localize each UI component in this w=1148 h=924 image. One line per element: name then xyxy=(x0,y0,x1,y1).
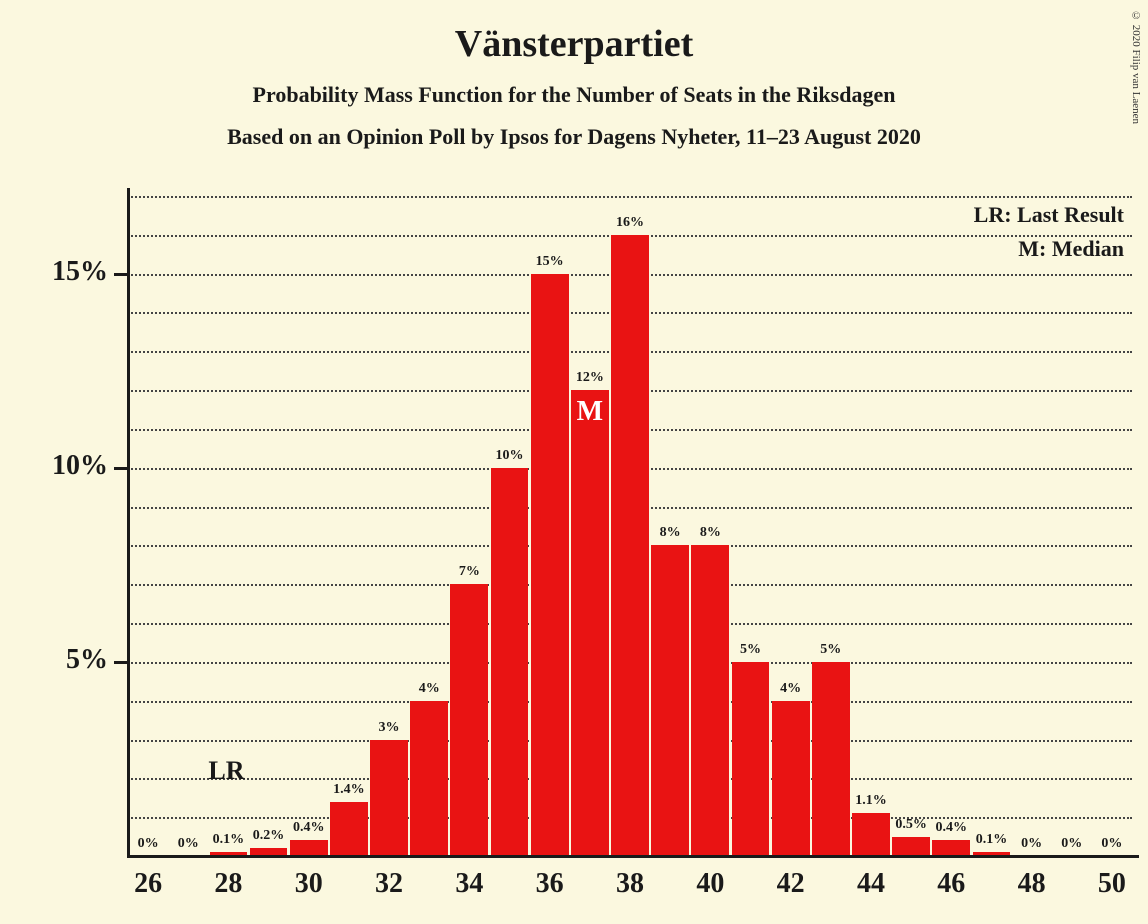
bar xyxy=(772,701,810,856)
bar-value-label: 3% xyxy=(365,720,413,736)
bar xyxy=(892,837,930,856)
chart-title: Vänsterpartiet xyxy=(0,0,1148,66)
bar-value-label: 12% xyxy=(566,370,614,386)
bar-value-label: 15% xyxy=(526,254,574,270)
x-axis-label: 44 xyxy=(841,868,901,900)
bar xyxy=(410,701,448,856)
bar-value-label: 0% xyxy=(1088,836,1136,852)
bar xyxy=(450,584,488,856)
bar-value-label: 1.1% xyxy=(847,793,895,809)
bar-value-label: 8% xyxy=(686,525,734,541)
bar-value-label: 1.4% xyxy=(325,782,373,798)
x-axis-label: 32 xyxy=(359,868,419,900)
bar xyxy=(732,662,770,856)
x-axis-label: 40 xyxy=(680,868,740,900)
legend-last-result: LR: Last Result xyxy=(974,202,1124,228)
y-axis-tick xyxy=(114,273,128,276)
x-axis-label: 30 xyxy=(279,868,339,900)
bar-value-label: 0.4% xyxy=(285,820,333,836)
x-axis-label: 50 xyxy=(1082,868,1142,900)
bar-value-label: 7% xyxy=(445,564,493,580)
x-axis-label: 48 xyxy=(1002,868,1062,900)
copyright-text: © 2020 Filip van Laenen xyxy=(1130,10,1142,124)
bar-value-label: 4% xyxy=(405,681,453,697)
y-axis-label: 15% xyxy=(18,256,108,288)
y-axis-tick xyxy=(114,467,128,470)
chart-subtitle-1: Probability Mass Function for the Number… xyxy=(0,66,1148,108)
x-axis-label: 26 xyxy=(118,868,178,900)
x-axis-label: 38 xyxy=(600,868,660,900)
bar-value-label: 4% xyxy=(767,681,815,697)
bar xyxy=(852,813,890,856)
gridline-minor xyxy=(128,196,1132,198)
x-axis-label: 36 xyxy=(520,868,580,900)
y-axis-tick xyxy=(114,661,128,664)
chart-subtitle-2: Based on an Opinion Poll by Ipsos for Da… xyxy=(0,108,1148,150)
x-axis-label: 34 xyxy=(439,868,499,900)
legend-median: M: Median xyxy=(1018,236,1124,262)
bar xyxy=(932,840,970,856)
bar-value-label: 10% xyxy=(486,448,534,464)
bar xyxy=(812,662,850,856)
bar xyxy=(491,468,529,856)
y-axis-label: 5% xyxy=(18,644,108,676)
last-result-marker: LR xyxy=(208,756,244,786)
bar xyxy=(611,235,649,856)
x-axis-label: 42 xyxy=(761,868,821,900)
median-marker: M xyxy=(570,396,610,428)
x-axis xyxy=(127,855,1139,858)
bar xyxy=(691,545,729,856)
bar xyxy=(370,740,408,856)
y-axis xyxy=(127,188,130,856)
x-axis-label: 46 xyxy=(921,868,981,900)
bar-value-label: 5% xyxy=(726,642,774,658)
bar xyxy=(571,390,609,856)
bar-value-label: 16% xyxy=(606,215,654,231)
x-axis-label: 28 xyxy=(198,868,258,900)
bar xyxy=(290,840,328,856)
y-axis-label: 10% xyxy=(18,450,108,482)
bar-value-label: 5% xyxy=(807,642,855,658)
bar xyxy=(651,545,689,856)
bar xyxy=(531,274,569,856)
bar xyxy=(330,802,368,856)
chart-plot-area: 5%10%15%0%0%0.1%0.2%0.4%1.4%3%4%7%10%15%… xyxy=(128,196,1132,856)
